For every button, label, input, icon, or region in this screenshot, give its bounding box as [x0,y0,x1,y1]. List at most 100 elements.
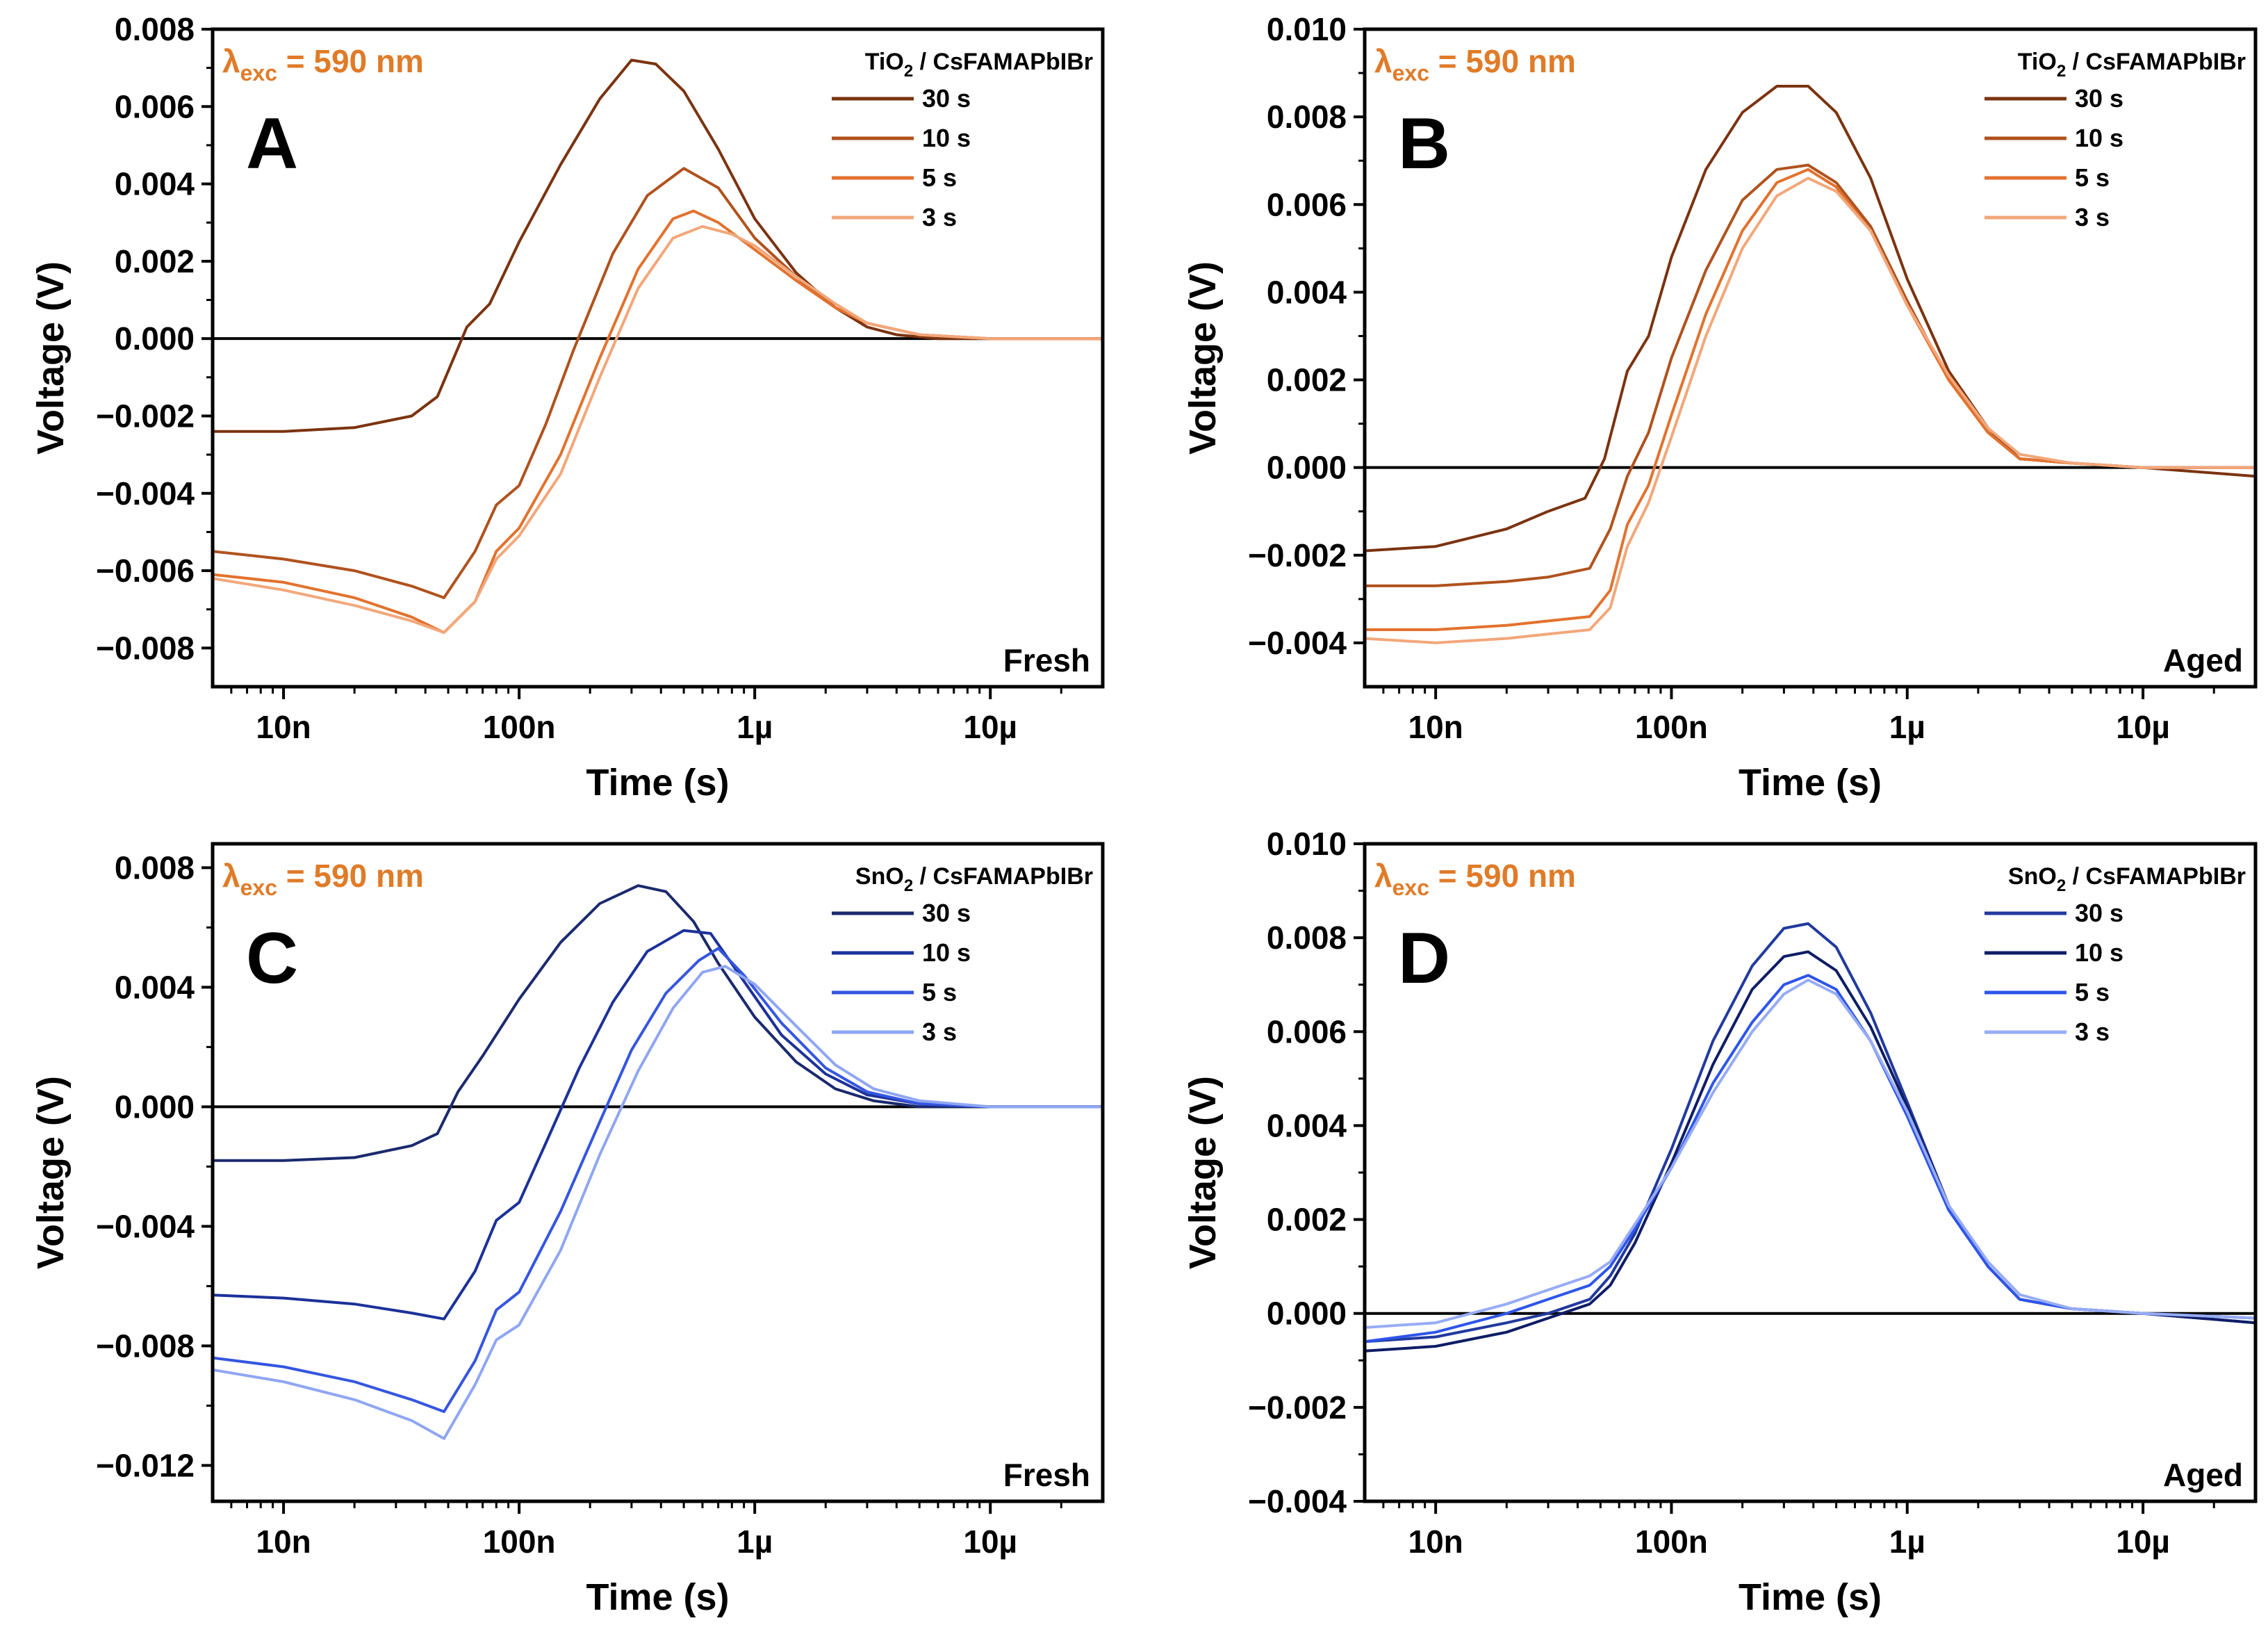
y-tick-label: 0.004 [115,969,195,1005]
y-tick-label: 0.000 [1267,450,1347,486]
panel-letter: D [1398,918,1450,999]
y-tick-label: −0.008 [96,630,195,666]
panel-B: 0.010 0.008 0.006 0.004 0.002 0.000 −0.002 −0.0… [1182,11,2258,803]
excitation-value: = 590 nm [277,858,424,894]
panel-letter: B [1398,104,1450,184]
excitation-symbol: λ [222,858,240,894]
series-line-30s [213,58,1103,433]
series-group [1365,922,2255,1353]
panel-letter: A [246,104,298,184]
x-axis-title: Time (s) [586,762,729,803]
excitation-label: λexc = 590 nm [1374,43,1576,85]
x-axis-title: Time (s) [1739,762,1882,803]
y-tick-label: 0.002 [1267,362,1347,398]
x-tick-label: 10µ [963,709,1017,745]
y-tick-label: 0.006 [1267,186,1347,222]
series-line-30s [213,884,1103,1162]
excitation-label: λexc = 590 nm [222,43,424,85]
series-line-10s [1365,950,2255,1353]
panel-letter: C [246,918,298,999]
y-tick-label: −0.004 [96,1208,195,1244]
legend-label: 3 s [2075,1018,2110,1046]
x-tick-label: 100n [483,709,556,745]
legend-label: 5 s [922,978,957,1006]
plot-frame [211,27,1105,689]
panel-C: 0.008 0.004 0.000 −0.004 −0.008 −0.012 10n 100n… [30,842,1105,1618]
y-axis-title: Voltage (V) [1182,261,1224,455]
material-suffix: / CsFAMAPbIBr [2066,863,2246,890]
series-line-3s [1365,177,2255,644]
legend-label: 3 s [922,203,957,231]
plot-frame [1363,842,2258,1503]
excitation-subscript: exc [240,875,277,900]
state-label: Fresh [1003,1457,1090,1493]
excitation-label: λexc = 590 nm [1374,858,1576,900]
y-tick-label: −0.002 [1248,537,1347,573]
x-tick-label: 100n [1635,1524,1708,1560]
legend-label: 3 s [2075,203,2110,231]
legend-label: 10 s [2075,938,2123,967]
excitation-symbol: λ [222,43,240,79]
y-tick-label: 0.010 [1267,826,1347,862]
series-line-3s [213,965,1103,1440]
excitation-subscript: exc [1392,875,1429,900]
y-tick-label: 0.010 [1267,11,1347,47]
material-suffix: / CsFAMAPbIBr [2066,49,2246,75]
series-line-5s [213,947,1103,1413]
excitation-subscript: exc [240,60,277,85]
excitation-value: = 590 nm [1429,858,1576,894]
series-group [213,58,1103,635]
x-tick-label: 1µ [1889,709,1925,745]
series-line-10s [213,167,1103,599]
material-prefix: SnO [855,863,904,890]
x-tick-label: 100n [1635,709,1708,745]
x-tick-label: 1µ [1889,1524,1925,1560]
material-sub: 2 [904,62,913,81]
y-tick-label: −0.004 [96,475,195,512]
x-tick-label: 100n [483,1524,556,1560]
material-label: TiO2 / CsFAMAPbIBr [2018,49,2246,81]
series-group [213,884,1103,1440]
material-sub: 2 [2057,876,2066,895]
y-tick-label: 0.008 [115,11,195,47]
y-tick-label: 0.002 [1267,1202,1347,1238]
excitation-symbol: λ [1374,43,1392,79]
excitation-subscript: exc [1392,60,1429,85]
excitation-label: λexc = 590 nm [222,858,424,900]
x-tick-label: 10µ [963,1524,1017,1560]
series-group [1365,85,2255,644]
state-label: Aged [2163,1457,2243,1493]
panel-D: 0.010 0.008 0.006 0.004 0.002 0.000 −0.002 −0.0… [1182,826,2258,1618]
material-prefix: TiO [2018,49,2057,75]
y-tick-label: 0.002 [115,243,195,279]
y-axis-title: Voltage (V) [1182,1076,1224,1269]
legend-label: 5 s [2075,978,2110,1006]
y-tick-label: 0.004 [115,166,195,202]
state-label: Aged [2163,642,2243,678]
legend-label: 3 s [922,1018,957,1046]
series-line-30s [1365,922,2255,1344]
y-tick-label: 0.004 [1267,1107,1347,1143]
x-tick-label: 10n [256,709,311,745]
material-prefix: SnO [2008,863,2057,890]
y-tick-label: −0.008 [96,1328,195,1364]
y-tick-label: −0.004 [1248,1483,1347,1519]
y-tick-label: −0.012 [96,1447,195,1483]
legend-label: 30 s [2075,899,2123,927]
legend-label: 30 s [922,899,971,927]
x-tick-label: 1µ [737,709,773,745]
x-tick-label: 10n [1408,1524,1463,1560]
y-tick-label: 0.008 [115,849,195,885]
y-tick-label: 0.006 [1267,1013,1347,1050]
material-label: SnO2 / CsFAMAPbIBr [855,863,1093,895]
excitation-value: = 590 nm [277,43,424,79]
excitation-symbol: λ [1374,858,1392,894]
series-line-30s [1365,85,2255,553]
state-label: Fresh [1003,642,1090,678]
material-suffix: / CsFAMAPbIBr [913,863,1093,890]
x-tick-label: 10µ [2116,1524,2170,1560]
y-tick-label: 0.000 [115,1088,195,1125]
x-tick-label: 10n [1408,709,1463,745]
x-tick-label: 1µ [737,1524,773,1560]
